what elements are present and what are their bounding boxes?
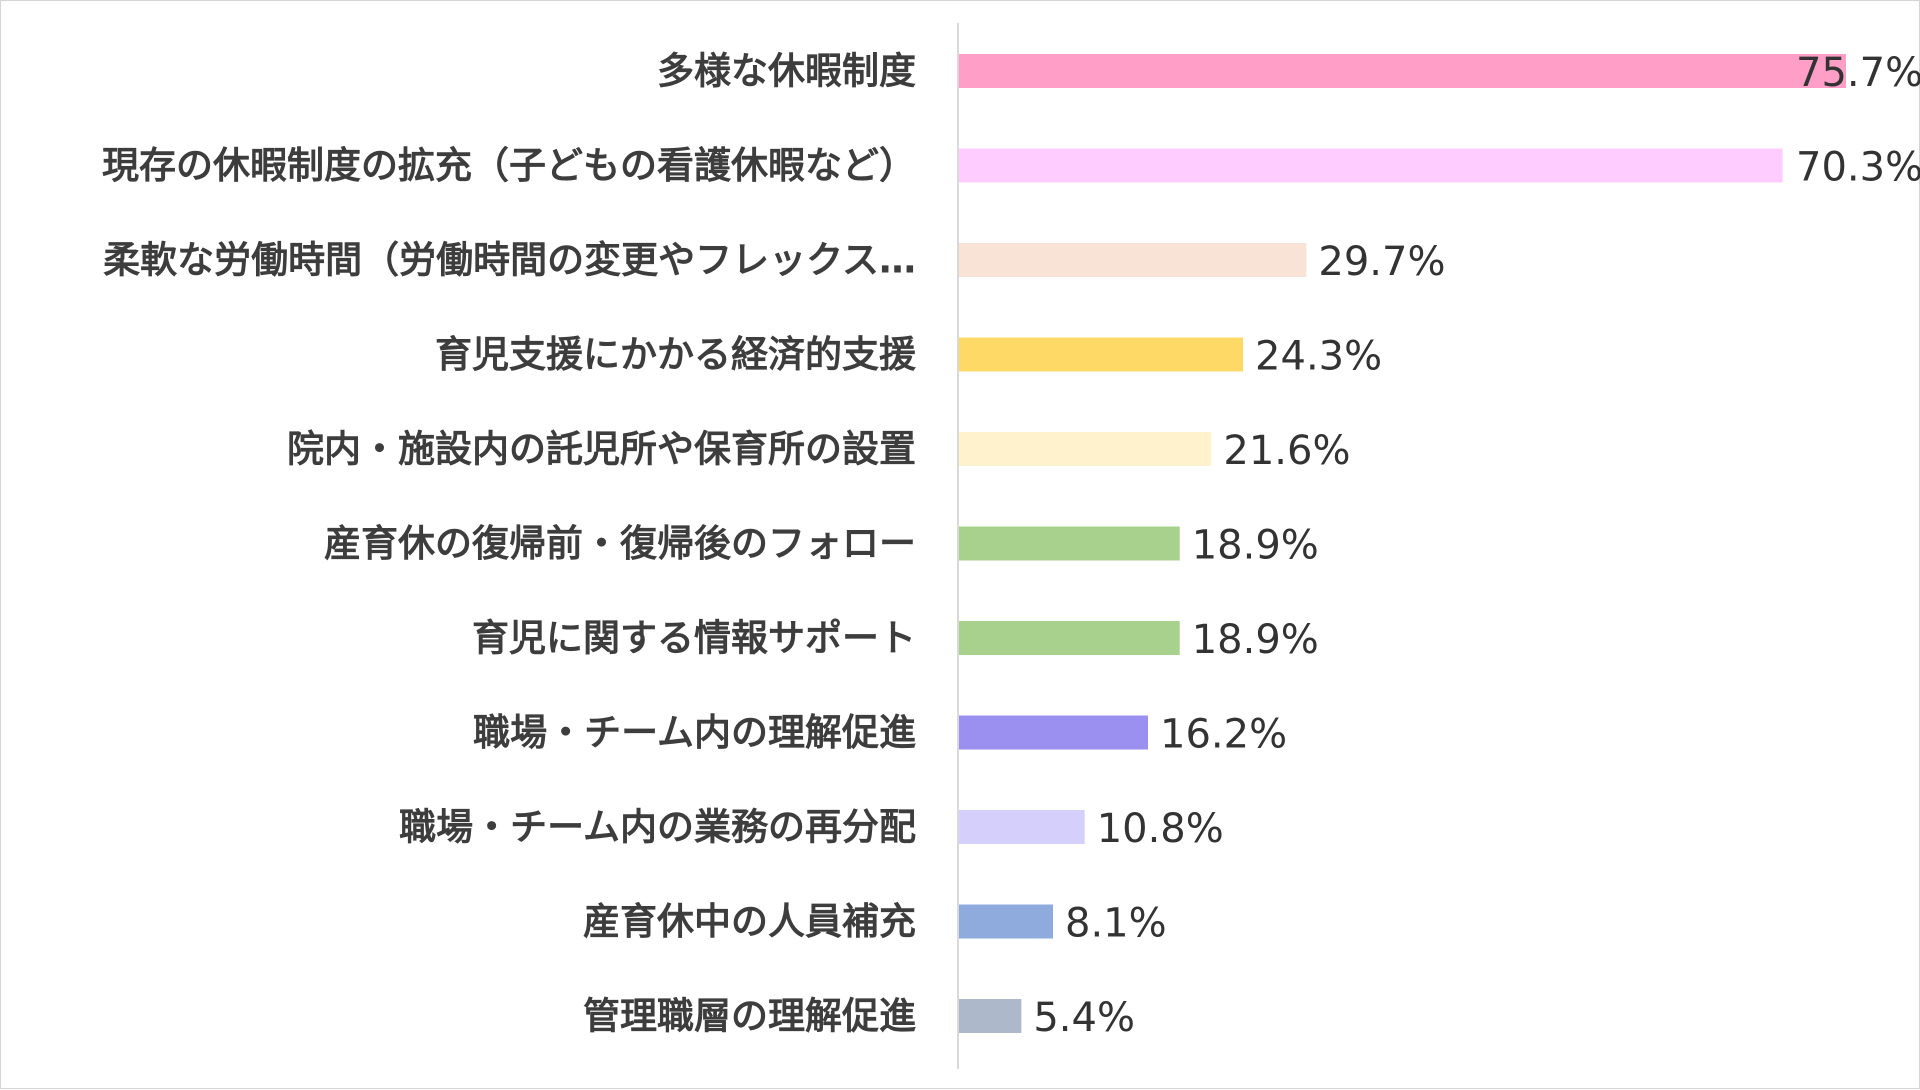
category-label-9: 産育休中の人員補充 [583, 900, 916, 943]
bar-6 [958, 621, 1180, 655]
category-label-1: 現存の休暇制度の拡充（子どもの看護休暇など） [102, 144, 916, 187]
bar-10 [958, 999, 1022, 1033]
bar-4 [958, 432, 1212, 466]
bar-2 [958, 243, 1307, 277]
bar-7 [958, 715, 1149, 750]
bar-3 [958, 337, 1244, 372]
value-label-9: 8.1% [1065, 901, 1167, 947]
category-label-5: 産育休の復帰前・復帰後のフォロー [324, 522, 916, 565]
bar-1 [958, 148, 1783, 183]
value-label-5: 18.9% [1192, 523, 1319, 569]
category-label-10: 管理職層の理解促進 [583, 995, 916, 1038]
category-label-4: 院内・施設内の託児所や保育所の設置 [287, 428, 916, 471]
bars-layer [958, 54, 1846, 1033]
value-label-3: 24.3% [1255, 334, 1382, 380]
bar-8 [958, 810, 1085, 844]
category-label-7: 職場・チーム内の理解促進 [473, 711, 916, 754]
labels-layer: 多様な休暇制度 75.7% 現存の休暇制度の拡充（子どもの看護休暇など） 70.3% 柔… [102, 50, 1920, 1042]
category-label-3: 育児支援にかかる経済的支援 [435, 333, 917, 376]
bar-9 [958, 904, 1054, 939]
bar-0 [958, 54, 1846, 88]
bar-5 [958, 526, 1180, 561]
value-label-4: 21.6% [1223, 428, 1350, 474]
value-label-6: 18.9% [1192, 617, 1319, 663]
category-label-2: 柔軟な労働時間（労働時間の変更やフレックス… [103, 239, 916, 282]
value-label-2: 29.7% [1318, 239, 1445, 285]
category-label-8: 職場・チーム内の業務の再分配 [399, 806, 916, 849]
value-label-8: 10.8% [1097, 806, 1224, 852]
value-label-1: 70.3% [1796, 145, 1920, 191]
value-label-7: 16.2% [1160, 712, 1287, 758]
category-label-6: 育児に関する情報サポート [472, 617, 916, 660]
value-label-0: 75.7% [1796, 50, 1920, 96]
category-label-0: 多様な休暇制度 [657, 50, 916, 93]
value-label-10: 5.4% [1033, 995, 1135, 1041]
